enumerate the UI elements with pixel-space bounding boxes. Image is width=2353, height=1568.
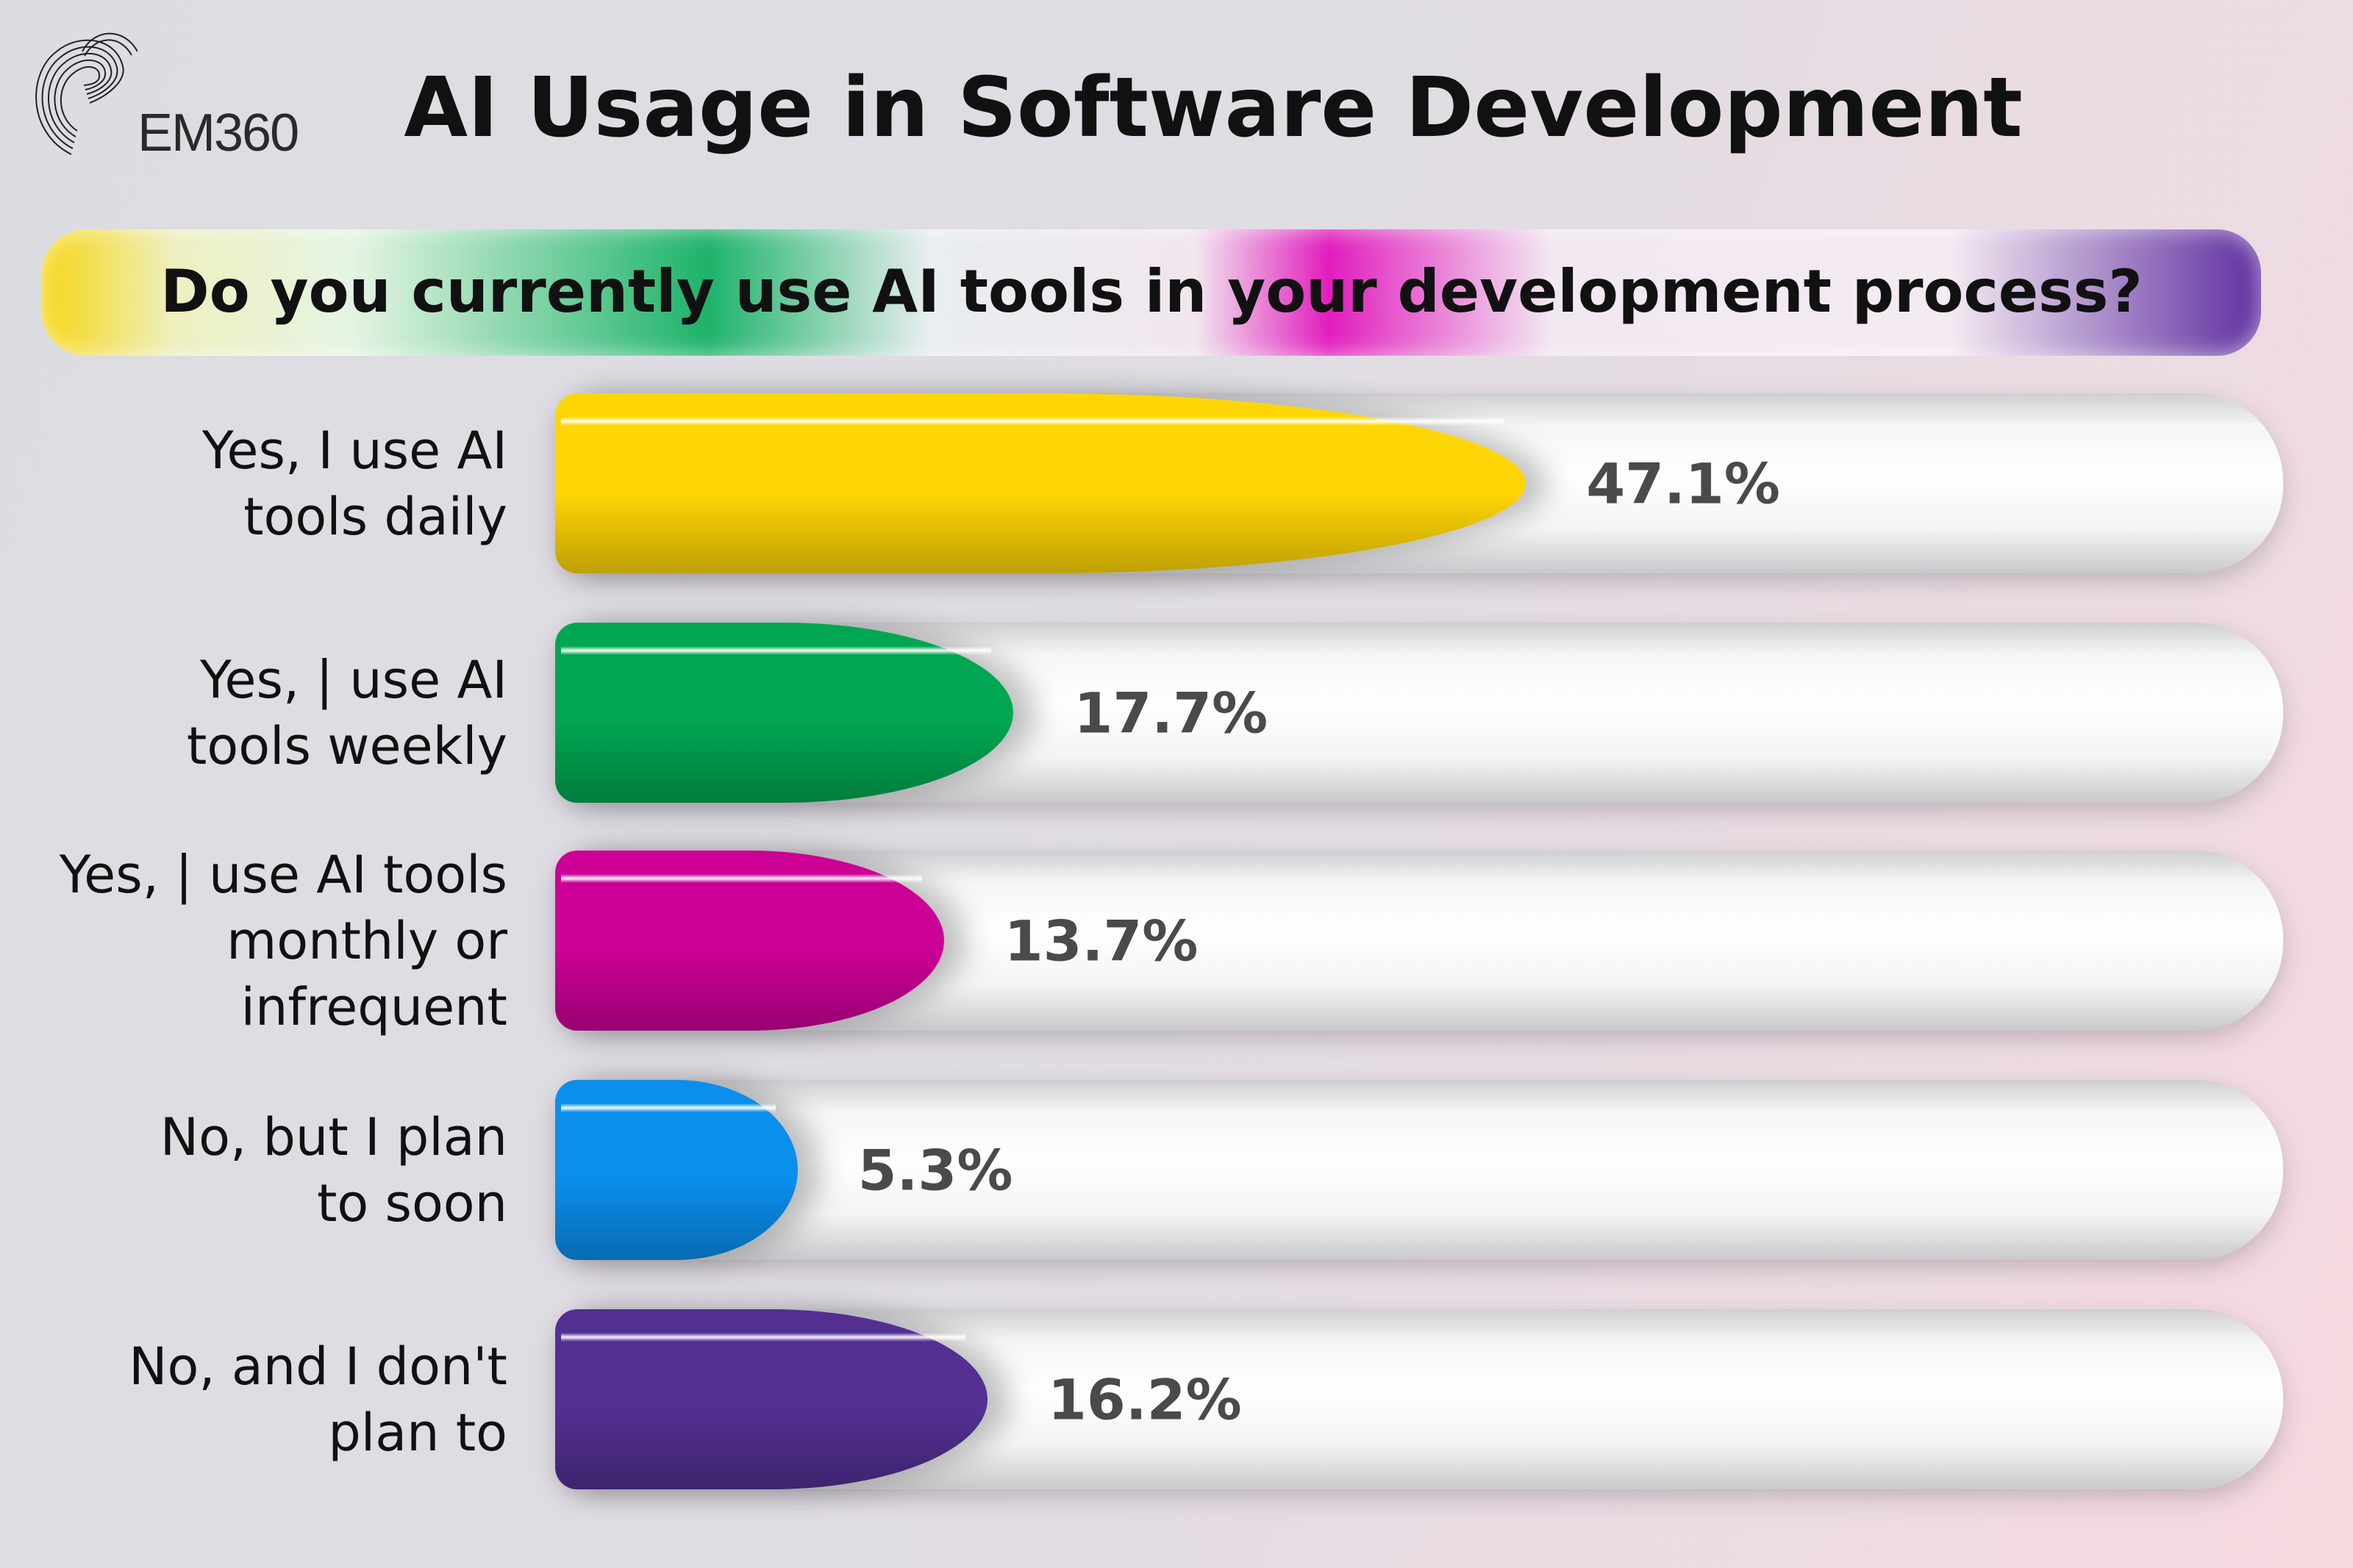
value-label: 47.1% xyxy=(1586,451,1780,516)
bar xyxy=(555,851,944,1031)
chart-title: AI Usage in Software Development xyxy=(404,60,2023,156)
logo-text: EM360 xyxy=(138,104,299,162)
bar-row: Yes, | use AI tools monthly or infrequen… xyxy=(0,845,2353,1037)
question-banner: Do you currently use AI tools in your de… xyxy=(42,229,2261,356)
value-label: 13.7% xyxy=(1004,908,1199,973)
bar xyxy=(555,1309,988,1489)
bar xyxy=(555,1080,798,1260)
category-label: Yes, | use AI tools monthly or infrequen… xyxy=(59,844,507,1037)
chart-subtitle: Do you currently use AI tools in your de… xyxy=(160,257,2143,326)
bar-row: No, but I plan to soon 5.3% xyxy=(0,1080,2353,1260)
value-label: 5.3% xyxy=(857,1137,1013,1203)
bar-row: Yes, I use AI tools daily 47.1% xyxy=(0,393,2353,573)
category-label: No, but I plan to soon xyxy=(160,1106,507,1234)
bar-row: No, and I don't plan to 16.2% xyxy=(0,1309,2353,1489)
value-label: 17.7% xyxy=(1074,680,1268,745)
em360-logo: EM360 xyxy=(27,22,299,162)
bar xyxy=(555,393,1527,573)
value-label: 16.2% xyxy=(1047,1367,1242,1432)
bar-row: Yes, | use AI tools weekly 17.7% xyxy=(0,623,2353,803)
category-label: No, and I don't plan to xyxy=(129,1336,507,1463)
category-label: Yes, I use AI tools daily xyxy=(201,420,507,547)
logo-swirl-icon xyxy=(35,32,138,155)
bar-track xyxy=(555,1080,2283,1260)
category-label: Yes, | use AI tools weekly xyxy=(186,649,507,776)
bar xyxy=(555,623,1014,803)
